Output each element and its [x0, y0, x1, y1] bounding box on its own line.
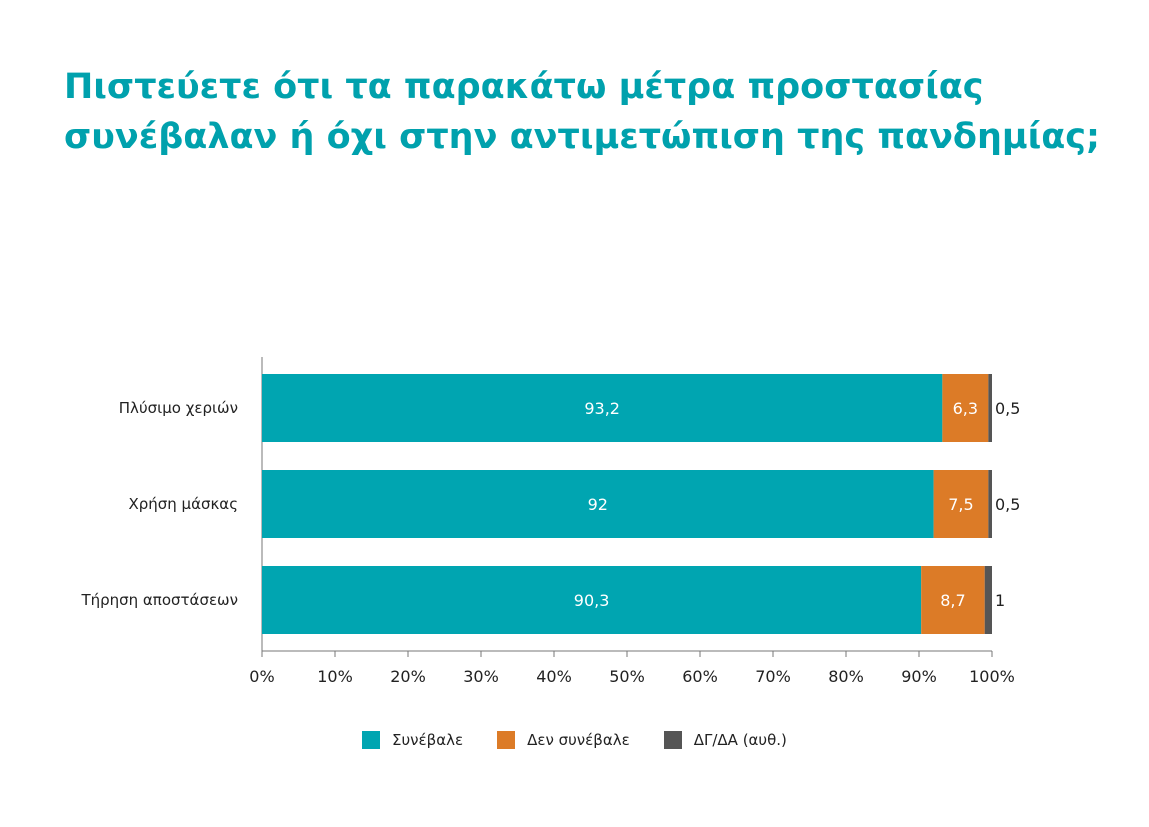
x-tick-label: 0% [249, 667, 274, 686]
bar-segment-dk-na [988, 374, 992, 442]
x-tick-label: 20% [390, 667, 426, 686]
legend-item-dk-na: ΔΓ/ΔΑ (αυθ.) [663, 731, 787, 749]
x-tick-label: 10% [317, 667, 353, 686]
category-label: Πλύσιμο χεριών [119, 399, 238, 417]
x-tick-label: 90% [901, 667, 937, 686]
category-label: Τήρηση αποστάσεων [80, 591, 238, 609]
bar-segment-contributed [262, 566, 922, 634]
legend-swatch-dk-na [663, 731, 682, 749]
data-label: 0,5 [995, 399, 1020, 418]
bar-segment-contributed [262, 374, 943, 442]
bar-segment-dk-na [984, 566, 992, 634]
data-label: 0,5 [995, 495, 1020, 514]
bar-segment-not-contributed [921, 566, 985, 634]
data-label: 7,5 [948, 495, 973, 514]
x-tick-label: 30% [463, 667, 499, 686]
legend-label-not-contributed: Δεν συνέβαλε [527, 731, 630, 749]
legend-item-contributed: Συνέβαλε [362, 731, 463, 749]
category-label: Χρήση μάσκας [128, 495, 238, 513]
data-label: 93,2 [584, 399, 620, 418]
x-tick-label: 40% [536, 667, 572, 686]
bar-segment-contributed [262, 470, 934, 538]
x-tick-label: 100% [969, 667, 1015, 686]
data-label: 92 [588, 495, 608, 514]
title-line-2: συνέβαλαν ή όχι στην αντιμετώπιση της πα… [64, 117, 1101, 157]
x-tick-label: 80% [828, 667, 864, 686]
data-label: 90,3 [574, 591, 610, 610]
bar-segment-not-contributed [942, 374, 989, 442]
legend-swatch-not-contributed [497, 731, 516, 749]
legend-label-contributed: Συνέβαλε [392, 731, 464, 749]
legend-swatch-contributed [362, 731, 380, 749]
data-label: 8,7 [940, 591, 965, 610]
x-tick-label: 50% [609, 667, 645, 686]
x-tick-label: 70% [755, 667, 791, 686]
x-tick-label: 60% [682, 667, 718, 686]
bar-segment-not-contributed [933, 470, 989, 538]
bar-segment-dk-na [988, 470, 992, 538]
legend-item-not-contributed: Δεν συνέβαλε [497, 731, 630, 749]
chart-title: Πιστεύετε ότι τα παρακάτω μέτρα προστασί… [64, 62, 1104, 162]
chart-legend: Συνέβαλε Δεν συνέβαλε ΔΓ/ΔΑ (αυθ.) [362, 731, 821, 749]
data-label: 1 [995, 591, 1005, 610]
legend-label-dk-na: ΔΓ/ΔΑ (αυθ.) [693, 731, 787, 749]
data-label: 6,3 [953, 399, 978, 418]
title-line-1: Πιστεύετε ότι τα παρακάτω μέτρα προστασί… [64, 67, 984, 107]
